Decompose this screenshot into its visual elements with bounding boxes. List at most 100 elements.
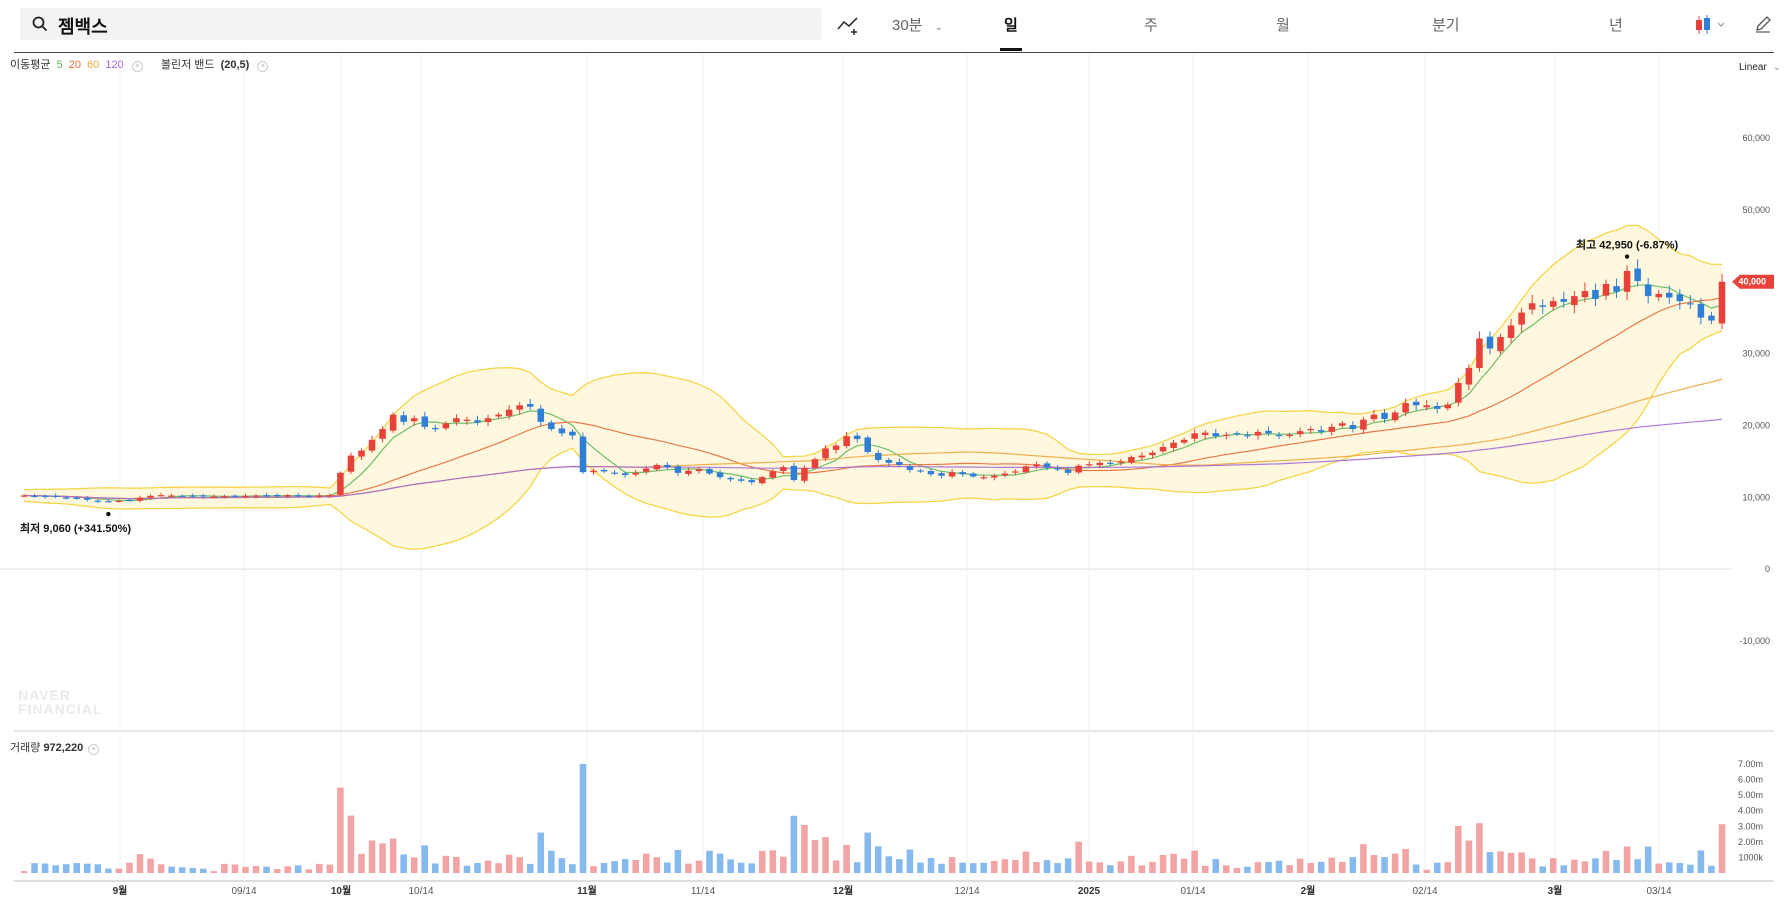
volume-bar-111 [1191, 850, 1198, 873]
candle-104 [1117, 461, 1125, 463]
tab-year[interactable]: 년 [1609, 17, 1623, 34]
volume-bar-30 [337, 787, 344, 873]
candle-118 [1265, 430, 1272, 434]
volume-tick-2: 5.00m [1738, 790, 1763, 800]
naver-financial-watermark: NAVER FINANCIAL [18, 688, 102, 716]
search-box[interactable]: 젬백스 [20, 8, 822, 40]
volume-bar-140 [1497, 851, 1504, 873]
volume-bar-2 [41, 863, 49, 873]
volume-bar-76 [822, 837, 829, 873]
volume-bar-121 [1296, 858, 1304, 873]
volume-bar-133 [1423, 869, 1430, 873]
candle-117 [1254, 431, 1262, 436]
volume-label: 거래량 [10, 742, 41, 754]
interval-label: 30분 [892, 17, 923, 34]
volume-bar-8 [105, 868, 112, 873]
ma-remove-icon[interactable]: × [131, 61, 143, 72]
candle-146 [1560, 298, 1568, 302]
top-toolbar: 젬백스 30분 ⌄ 일 주 월 분기 년 [14, 0, 1774, 53]
x-tick-2: 10월 [331, 885, 351, 897]
candle-83 [896, 461, 903, 465]
volume-remove-icon[interactable]: × [88, 744, 100, 755]
candle-72 [780, 467, 787, 472]
candle-82 [885, 459, 893, 463]
candle-92 [991, 475, 998, 478]
candle-62 [674, 466, 682, 473]
chevron-down-icon: ⌄ [934, 22, 944, 33]
volume-bar-70 [758, 850, 766, 873]
volume-bar-78 [843, 844, 850, 873]
tab-quarter[interactable]: 분기 [1432, 17, 1460, 34]
candle-160 [1708, 315, 1715, 321]
volume-bar-23 [263, 866, 270, 873]
price-tick-7: -10,000 [1739, 636, 1770, 646]
candle-26 [294, 495, 302, 497]
volume-bar-36 [400, 854, 407, 873]
ma-5: 5 [56, 59, 63, 71]
volume-bar-136 [1455, 825, 1462, 873]
candle-16 [189, 495, 197, 497]
candle-61 [664, 464, 671, 468]
candle-10 [126, 499, 133, 502]
volume-bar-52 [569, 864, 576, 873]
candle-136 [1455, 383, 1462, 403]
candle-3 [52, 495, 59, 497]
volume-bar-142 [1518, 852, 1525, 873]
candle-66 [716, 472, 724, 478]
volume-bar-3 [52, 865, 59, 873]
candle-12 [147, 495, 154, 498]
draw-pencil-icon[interactable] [1754, 14, 1772, 34]
candle-60 [653, 464, 661, 470]
volume-bar-27 [305, 869, 313, 873]
candle-11 [136, 497, 144, 501]
volume-bar-158 [1687, 864, 1694, 873]
candle-142 [1518, 312, 1525, 325]
volume-bar-137 [1465, 840, 1473, 873]
ma-line-120 [23, 418, 1723, 500]
bb-remove-icon[interactable]: × [257, 61, 269, 72]
candle-105 [1128, 457, 1135, 463]
candlestick-type-icon[interactable] [1694, 14, 1730, 36]
candle-133 [1423, 405, 1430, 408]
bollinger-upper [23, 224, 1723, 491]
volume-bar-160 [1708, 865, 1715, 873]
x-tick-4: 11월 [577, 885, 597, 897]
candle-93 [1001, 473, 1009, 476]
volume-bar-32 [358, 853, 365, 873]
volume-bar-159 [1697, 850, 1705, 873]
volume-bar-109 [1170, 853, 1177, 873]
price-tick-6: 0 [1765, 564, 1770, 574]
candle-71 [769, 471, 777, 478]
candle-116 [1244, 435, 1251, 437]
tab-week[interactable]: 주 [1144, 17, 1158, 34]
add-indicator-icon[interactable] [836, 14, 862, 36]
volume-bar-7 [94, 864, 102, 873]
scale-dropdown[interactable]: Linear ⌄ [1739, 62, 1781, 73]
candle-101 [1085, 464, 1093, 466]
candle-139 [1486, 336, 1494, 349]
volume-tick-3: 4.00m [1738, 806, 1763, 816]
volume-bar-152 [1623, 846, 1631, 873]
tab-month[interactable]: 월 [1276, 17, 1290, 34]
volume-bar-69 [748, 863, 755, 873]
tab-active-indicator [1000, 48, 1022, 51]
ma-60: 60 [87, 59, 100, 71]
candle-79 [853, 435, 861, 440]
volume-bar-117 [1254, 862, 1262, 873]
interval-dropdown[interactable]: 30분 ⌄ [892, 14, 943, 35]
candle-36 [400, 415, 407, 422]
tab-day[interactable]: 일 [1004, 17, 1018, 34]
candle-25 [284, 495, 291, 497]
volume-bar-144 [1539, 866, 1546, 873]
volume-bar-33 [368, 840, 376, 873]
volume-bar-120 [1286, 865, 1293, 873]
volume-bar-85 [917, 862, 924, 873]
candle-158 [1687, 303, 1694, 305]
candle-14 [168, 495, 175, 497]
candle-154 [1644, 284, 1652, 297]
candle-8 [105, 501, 112, 503]
candle-148 [1581, 291, 1589, 298]
volume-bar-151 [1613, 859, 1620, 873]
